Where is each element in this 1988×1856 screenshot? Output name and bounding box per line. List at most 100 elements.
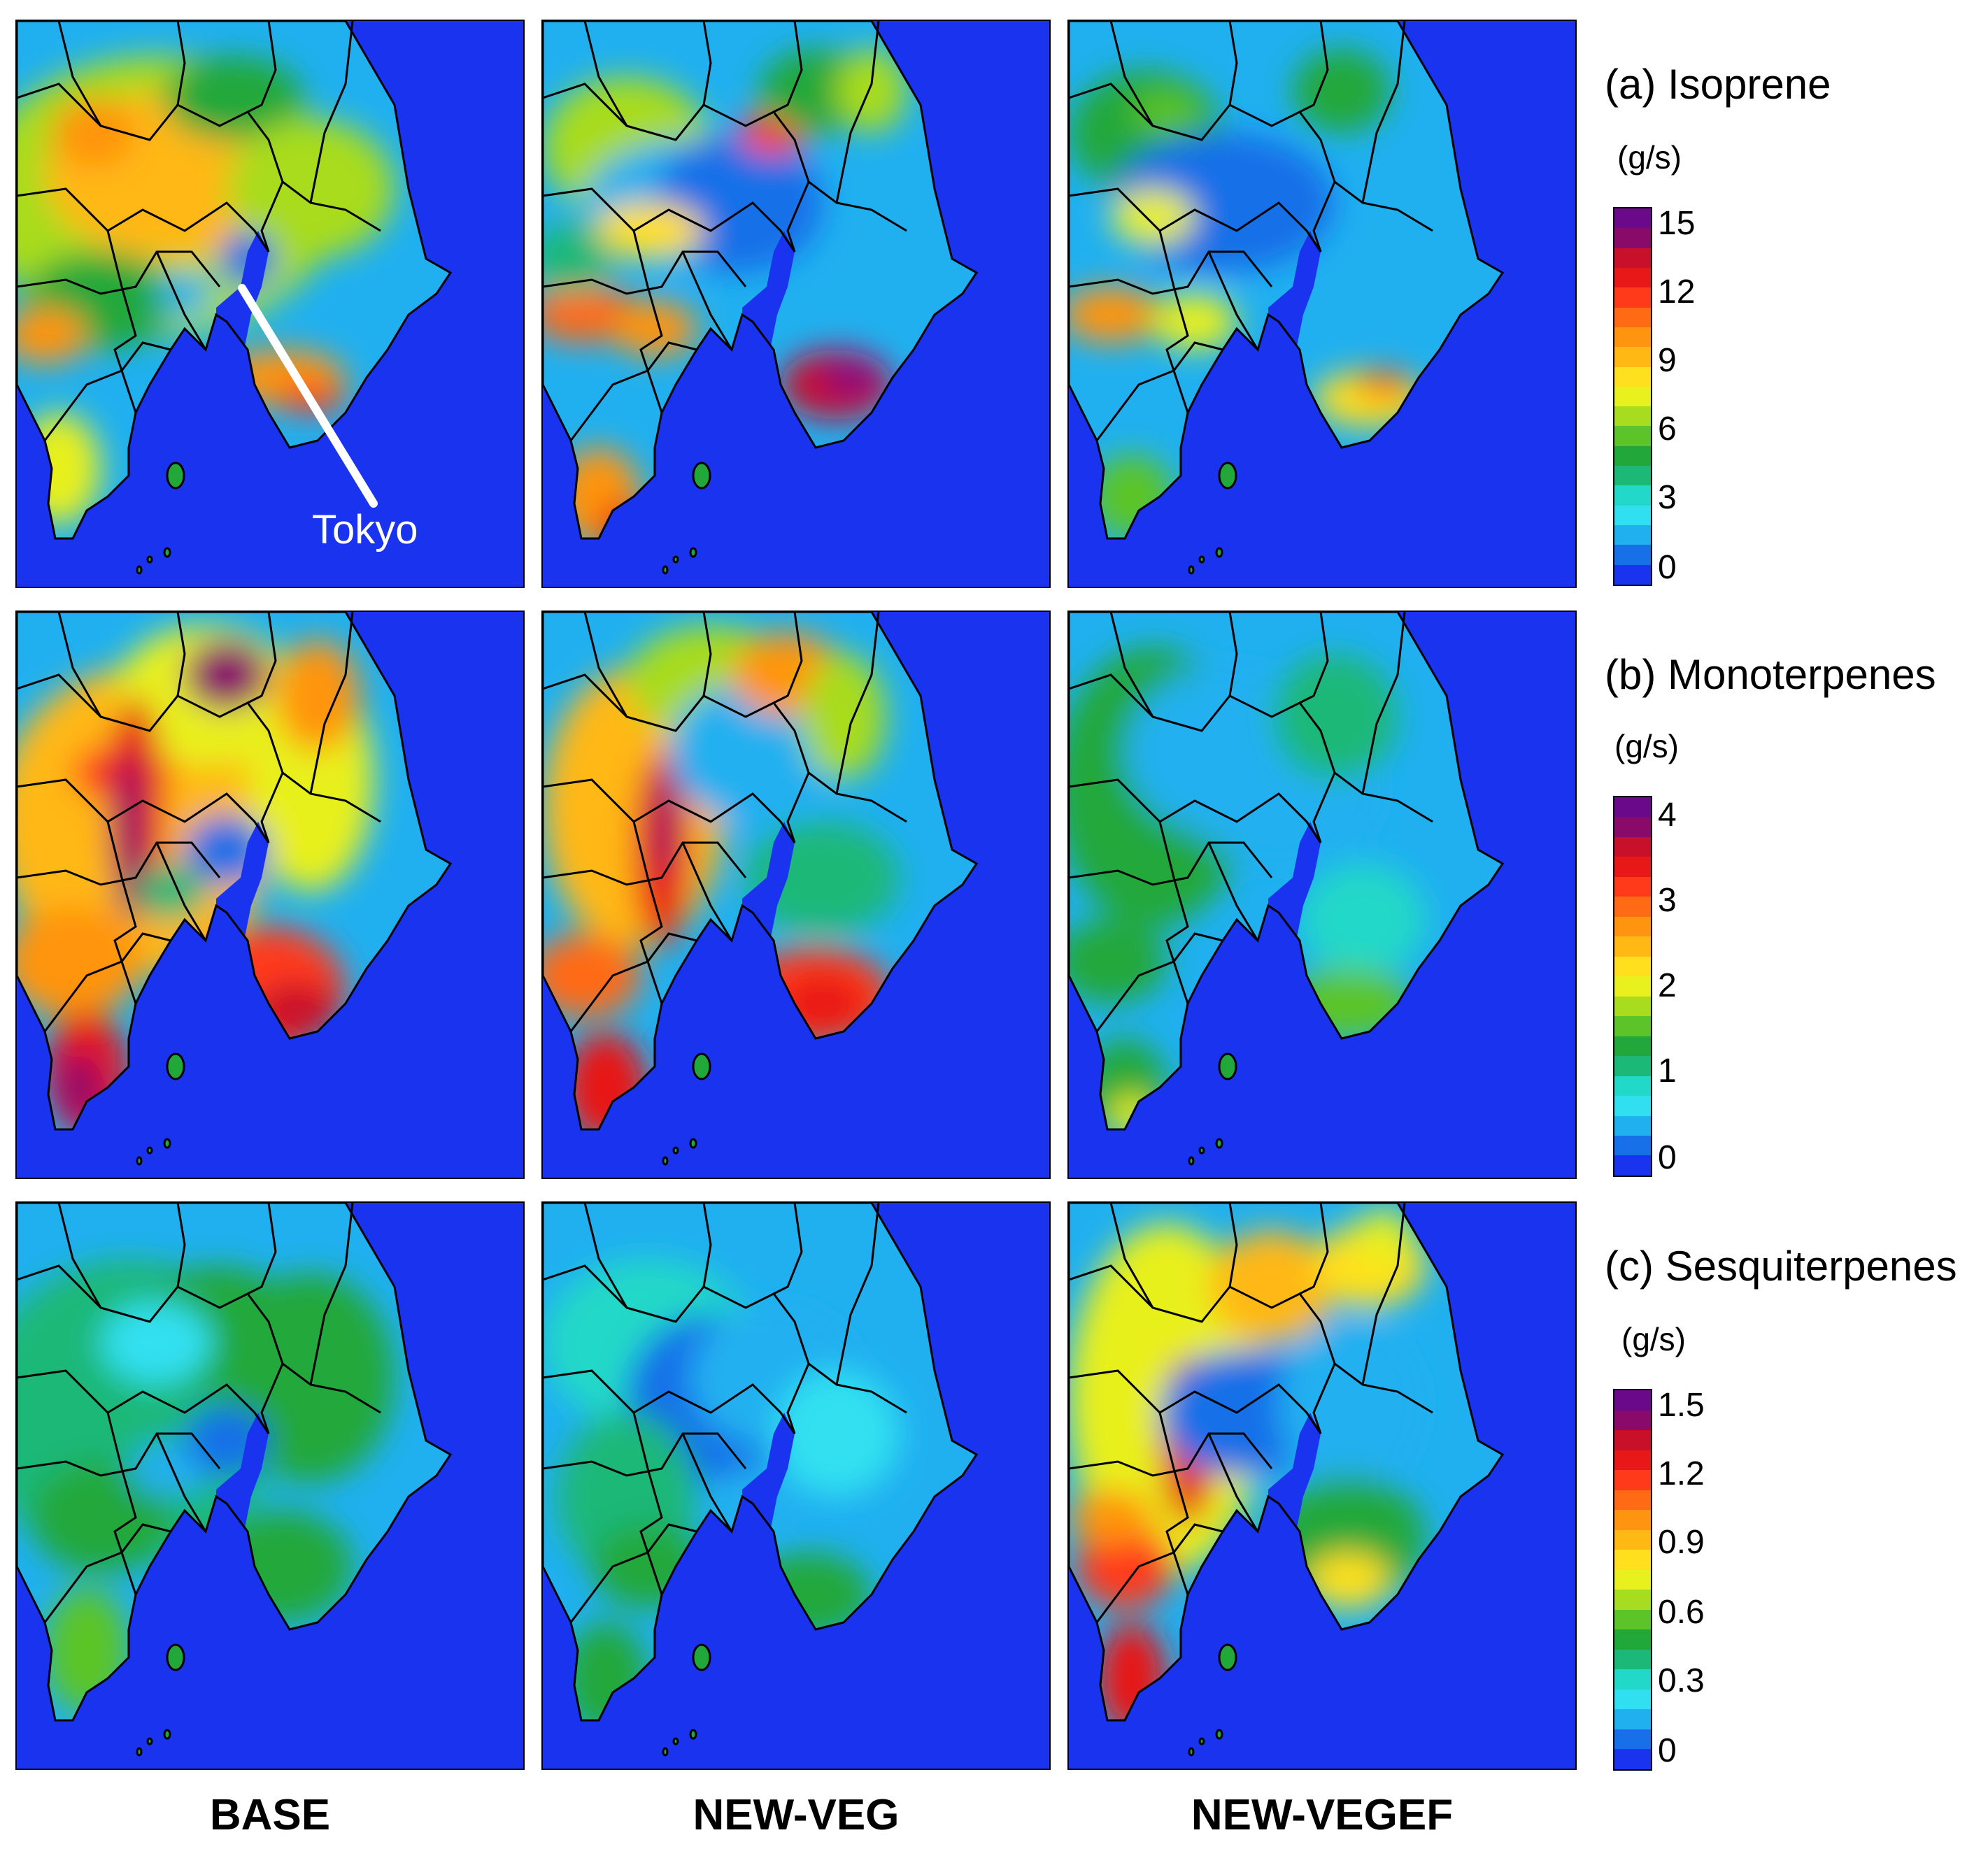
prefecture-border xyxy=(543,1264,907,1414)
prefecture-border xyxy=(1109,21,1154,127)
prefecture-border xyxy=(176,612,186,697)
tokyo-bay xyxy=(216,822,269,962)
island xyxy=(662,1156,669,1166)
colorbar-step xyxy=(1614,817,1651,837)
emission-field-patch xyxy=(101,1301,213,1385)
map-plot xyxy=(1069,612,1505,1166)
emission-field-patch xyxy=(802,654,886,780)
island xyxy=(672,1737,679,1746)
panel-title-isoprene: (a) Isoprene xyxy=(1605,61,1831,108)
prefecture-border xyxy=(247,21,277,113)
emission-field-patch xyxy=(1356,371,1412,399)
prefecture-border xyxy=(1361,1203,1406,1385)
coastline xyxy=(17,1203,453,1722)
island xyxy=(692,1052,711,1080)
prefecture-border xyxy=(17,1432,221,1477)
colorbar-step xyxy=(1614,1410,1651,1431)
colorbar-step xyxy=(1614,307,1651,327)
colorbar-step xyxy=(1614,406,1651,427)
colorbar-step xyxy=(1614,267,1651,288)
prefecture-border xyxy=(309,612,354,794)
colorbar-step xyxy=(1614,287,1651,308)
map-plot xyxy=(543,1203,979,1757)
tick-label: 0.6 xyxy=(1658,1594,1705,1631)
prefecture-border xyxy=(1207,251,1259,350)
prefecture-border xyxy=(1361,612,1406,794)
tick-label: 0 xyxy=(1658,1139,1677,1176)
emission-field-patch xyxy=(17,906,143,1018)
tick-label: 9 xyxy=(1658,342,1677,379)
tick-label: 3 xyxy=(1658,479,1677,516)
colorbar-step xyxy=(1614,1016,1651,1036)
colorbar-step xyxy=(1614,208,1651,229)
unit-label-isoprene: (g/s) xyxy=(1617,139,1682,176)
prefecture-border xyxy=(17,83,381,232)
island xyxy=(672,555,679,564)
prefecture-border xyxy=(17,673,381,823)
prefecture-border xyxy=(1312,1363,1336,1434)
prefecture-border xyxy=(1069,778,1322,843)
tick-label: 1.2 xyxy=(1658,1455,1705,1492)
colorbar-step xyxy=(1614,466,1651,486)
colorbar-isoprene xyxy=(1613,207,1652,586)
column-label-new-vegef: NEW-VEGEF xyxy=(1191,1791,1454,1839)
prefecture-border xyxy=(543,83,907,232)
emission-field-patch xyxy=(1307,1552,1391,1608)
prefecture-border xyxy=(1207,1433,1259,1532)
colorbar-step xyxy=(1614,956,1651,977)
panel-title-sesquiterpenes: (c) Sesquiterpenes xyxy=(1605,1243,1957,1290)
prefecture-border xyxy=(543,1369,796,1434)
island xyxy=(1218,1643,1237,1671)
colorbar-step xyxy=(1614,857,1651,877)
emission-field-patch xyxy=(823,364,879,392)
island xyxy=(136,565,143,575)
tokyo-label: Tokyo xyxy=(312,507,418,552)
emission-field-patch xyxy=(1153,294,1237,350)
colorbar-step xyxy=(1614,797,1651,818)
coastline xyxy=(17,612,453,1131)
tick-label: 12 xyxy=(1658,273,1696,310)
tokyo-bay xyxy=(216,1413,269,1552)
colorbar-step xyxy=(1614,228,1651,248)
prefecture-border xyxy=(543,673,907,823)
emission-field-patch xyxy=(655,766,676,878)
colorbar-step xyxy=(1614,1629,1651,1650)
colorbar-sesquiterpenes xyxy=(1613,1389,1652,1771)
colorbar-step xyxy=(1614,1529,1651,1550)
prefecture-border xyxy=(17,1369,270,1434)
colorbar-step xyxy=(1614,505,1651,525)
prefecture-border xyxy=(583,1203,628,1308)
prefecture-border xyxy=(155,251,207,350)
colorbar-step xyxy=(1614,248,1651,268)
column-label-base: BASE xyxy=(209,1791,331,1839)
prefecture-border xyxy=(1299,612,1329,704)
colorbar-step xyxy=(1614,1590,1651,1610)
island xyxy=(166,1052,185,1080)
colorbar-step xyxy=(1614,1155,1651,1176)
tick-label: 0.9 xyxy=(1658,1524,1705,1561)
colorbar-step xyxy=(1614,1749,1651,1769)
emission-field-patch xyxy=(1069,920,1167,1004)
emission-field-patch xyxy=(613,301,697,357)
island xyxy=(1218,1052,1237,1080)
tick-label: 4 xyxy=(1658,797,1677,834)
prefecture-border xyxy=(835,612,880,794)
map-plot xyxy=(1069,21,1505,575)
prefecture-border xyxy=(543,1432,747,1477)
prefecture-border xyxy=(1095,1523,1223,1623)
colorbar-step xyxy=(1614,1550,1651,1570)
prefecture-border xyxy=(1069,1264,1433,1414)
island xyxy=(136,1747,143,1757)
prefecture-border xyxy=(1312,181,1336,252)
emission-field-patch xyxy=(31,1462,171,1573)
emission-field-patch xyxy=(227,1273,395,1483)
colorbar-step xyxy=(1614,1135,1651,1156)
island xyxy=(692,462,711,490)
emission-field-patch xyxy=(164,56,304,140)
colorbar-step xyxy=(1614,1569,1651,1590)
prefecture-border xyxy=(569,341,697,441)
map-monoterpenes-base xyxy=(15,611,525,1179)
colorbar-step xyxy=(1614,1510,1651,1530)
colorbar-step xyxy=(1614,445,1651,466)
